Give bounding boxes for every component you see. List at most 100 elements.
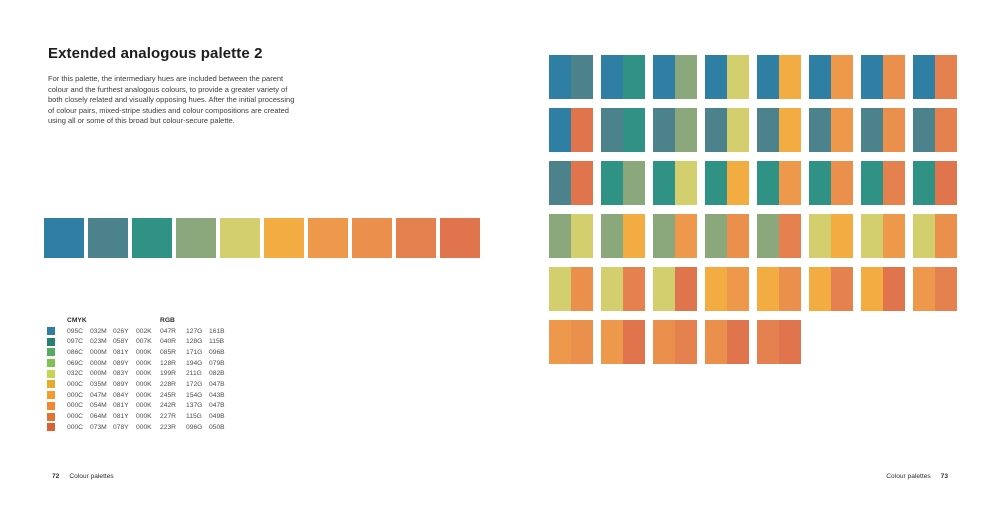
- spec-value: 069C: [67, 359, 83, 367]
- palette-swatch-orange: [308, 218, 348, 258]
- stripe-half-mid-orange: [779, 267, 801, 311]
- color-chip-orange: [47, 391, 55, 400]
- stripe-half-teal-blue: [705, 108, 727, 152]
- stripe-pair-swatch: [653, 108, 697, 152]
- stripe-pair-swatch: [549, 108, 593, 152]
- stripe-half-teal-blue: [549, 161, 571, 205]
- spec-value: 002K: [136, 327, 152, 335]
- spec-value: 047R: [160, 327, 176, 335]
- stripe-half-amber: [831, 214, 853, 258]
- stripe-half-deep-orange: [935, 267, 957, 311]
- stripe-half-red-orange: [675, 267, 697, 311]
- stripe-half-teal-blue: [601, 108, 623, 152]
- spec-value: 227R: [160, 413, 176, 421]
- stripe-pair-swatch: [653, 214, 697, 258]
- stripe-half-red-orange: [883, 267, 905, 311]
- stripe-pair-swatch: [601, 108, 645, 152]
- stripe-half-amber: [779, 55, 801, 99]
- spec-value: 095C: [67, 327, 83, 335]
- spec-row-swatch: [47, 369, 67, 378]
- spec-value: 007K: [136, 338, 152, 346]
- spec-value: 115G: [186, 413, 202, 421]
- stripe-half-deep-orange: [883, 161, 905, 205]
- stripe-pair-swatch: [601, 320, 645, 364]
- stripe-half-orange: [779, 161, 801, 205]
- spec-value: 081Y: [113, 402, 129, 410]
- stripe-half-teal-blue: [861, 108, 883, 152]
- stripe-pair-swatch: [705, 161, 749, 205]
- stripe-half-orange: [549, 320, 571, 364]
- stripe-half-teal-blue: [653, 108, 675, 152]
- stripe-half-red-orange: [571, 161, 593, 205]
- spec-row-swatch: [47, 412, 67, 421]
- spec-row-swatch: [47, 327, 67, 336]
- color-chip-mid-orange: [47, 401, 55, 410]
- spec-value: 000K: [136, 370, 152, 378]
- spec-value: 000M: [90, 348, 107, 356]
- stripe-half-red-orange: [727, 320, 749, 364]
- stripe-pair-swatch: [705, 267, 749, 311]
- spec-value: 078Y: [113, 423, 129, 431]
- stripe-half-teal-blue: [571, 55, 593, 99]
- palette-swatch-yellow-green: [220, 218, 260, 258]
- palette-swatch-sage-green: [176, 218, 216, 258]
- stripe-pair-swatch: [549, 161, 593, 205]
- stripe-half-deep-orange: [675, 320, 697, 364]
- stripe-half-orange: [883, 214, 905, 258]
- stripe-half-blue: [705, 55, 727, 99]
- stripe-half-yellow-green: [653, 267, 675, 311]
- stripe-pair-swatch: [653, 161, 697, 205]
- stripe-half-sage-green: [549, 214, 571, 258]
- color-chip-deep-orange: [47, 412, 55, 421]
- stripe-half-teal-blue: [809, 108, 831, 152]
- stripe-pair-swatch: [861, 55, 905, 99]
- spec-value: 228R: [160, 380, 176, 388]
- spec-row-swatch: [47, 423, 67, 432]
- stripe-pair-swatch: [861, 108, 905, 152]
- spec-value: 085R: [160, 348, 176, 356]
- stripe-half-sage-green: [623, 161, 645, 205]
- stripe-pair-swatch: [861, 161, 905, 205]
- spec-value: 172G: [186, 380, 203, 388]
- stripe-half-red-orange: [779, 320, 801, 364]
- spec-value: 073M: [90, 423, 107, 431]
- color-spec-table: CMYK RGB 095C 032M 026Y 002K 047R 127G 161B 097…: [47, 315, 231, 433]
- spec-value: 089Y: [113, 380, 129, 388]
- stripe-half-blue: [809, 55, 831, 99]
- spec-value: 000M: [90, 359, 107, 367]
- cmyk-column-header: CMYK: [67, 316, 87, 324]
- spec-value: 023M: [90, 338, 107, 346]
- stripe-pair-swatch: [913, 161, 957, 205]
- stripe-pair-swatch: [757, 55, 801, 99]
- stripe-half-teal-green: [705, 161, 727, 205]
- stripe-half-mid-orange: [705, 320, 727, 364]
- spec-value: 086C: [67, 348, 83, 356]
- stripe-half-yellow-green: [571, 214, 593, 258]
- stripe-half-sage-green: [675, 108, 697, 152]
- color-chip-yellow-green: [47, 369, 55, 378]
- stripe-half-yellow-green: [675, 161, 697, 205]
- stripe-half-blue: [653, 55, 675, 99]
- spec-value: 000K: [136, 380, 152, 388]
- palette-swatch-amber: [264, 218, 304, 258]
- stripe-half-amber: [809, 267, 831, 311]
- stripe-half-deep-orange: [623, 267, 645, 311]
- stripe-pair-swatch: [705, 108, 749, 152]
- spec-value: 000C: [67, 380, 83, 388]
- spec-value: 058Y: [113, 338, 129, 346]
- stripe-pair-swatch: [757, 320, 801, 364]
- stripe-half-amber: [727, 161, 749, 205]
- stripe-pair-swatch: [601, 55, 645, 99]
- spec-row-swatch: [47, 391, 67, 400]
- stripe-pair-swatch: [705, 214, 749, 258]
- stripe-half-mid-orange: [727, 214, 749, 258]
- color-chip-red-orange: [47, 423, 55, 432]
- stripe-half-orange: [727, 267, 749, 311]
- stripe-half-red-orange: [571, 108, 593, 152]
- spec-value: 050B: [209, 423, 225, 431]
- stripe-pair-swatch: [653, 320, 697, 364]
- spec-value: 082B: [209, 370, 225, 378]
- spec-value: 000K: [136, 348, 152, 356]
- intro-paragraph-line: For this palette, the intermediary hues …: [48, 74, 284, 83]
